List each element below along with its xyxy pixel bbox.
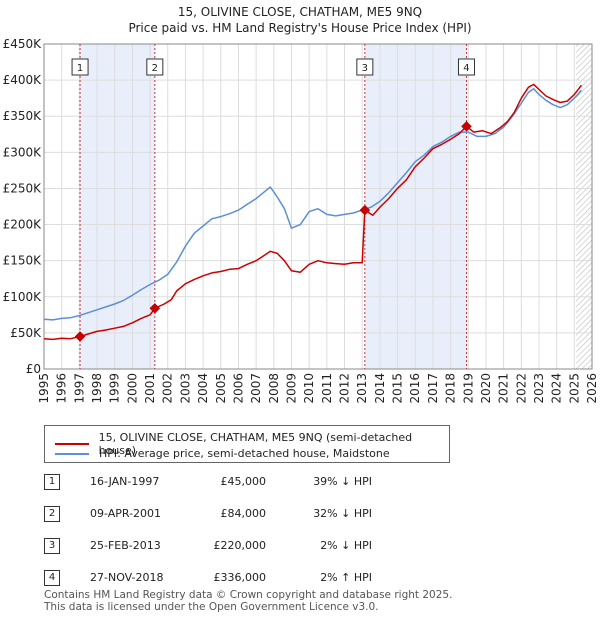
x-tick-label: 2010 xyxy=(302,373,316,404)
y-tick-label: £400K xyxy=(3,73,43,87)
transaction-price: £45,000 xyxy=(220,475,267,488)
transaction-row: 1 16-JAN-1997 £45,000 39% ↓ HPI xyxy=(44,474,464,490)
sale-label-text: 3 xyxy=(362,63,368,74)
x-tick-label: 2001 xyxy=(143,373,157,404)
x-tick-label: 2018 xyxy=(444,373,458,404)
transaction-row: 2 09-APR-2001 £84,000 32% ↓ HPI xyxy=(44,506,464,522)
x-tick-label: 2007 xyxy=(249,373,263,404)
x-tick-label: 2019 xyxy=(461,373,475,404)
x-tick-label: 1997 xyxy=(72,373,86,404)
x-tick-label: 2017 xyxy=(426,373,440,404)
x-tick-label: 2022 xyxy=(514,373,528,404)
transaction-hpi: 2% ↑ HPI xyxy=(320,571,372,584)
x-tick-label: 2000 xyxy=(125,373,139,404)
footer-line-1: Contains HM Land Registry data © Crown c… xyxy=(44,589,453,601)
x-tick-label: 2020 xyxy=(479,373,493,404)
x-tick-label: 2026 xyxy=(585,373,599,404)
transaction-number: 4 xyxy=(44,570,60,586)
x-tick-label: 2023 xyxy=(532,373,546,404)
sale-label-box xyxy=(356,58,374,76)
sale-marker xyxy=(74,331,86,342)
x-tick-label: 2025 xyxy=(567,373,581,404)
x-tick-label: 1998 xyxy=(90,373,104,404)
x-tick-label: 1996 xyxy=(55,373,69,404)
transaction-date: 25-FEB-2013 xyxy=(90,539,161,552)
y-tick-label: £0 xyxy=(26,362,41,376)
hpi-series-line xyxy=(43,88,582,321)
y-tick-label: £250K xyxy=(3,181,43,195)
x-tick-label: 2009 xyxy=(284,373,298,404)
sale-marker xyxy=(461,120,472,132)
transaction-number: 2 xyxy=(44,506,60,522)
y-tick-label: £150K xyxy=(3,254,43,268)
legend-item-property: 15, OLIVINE CLOSE, CHATHAM, ME5 9NQ (sem… xyxy=(55,431,449,457)
x-tick-label: 2008 xyxy=(267,373,281,404)
transaction-hpi: 32% ↓ HPI xyxy=(313,507,372,520)
chart-title: 15, OLIVINE CLOSE, CHATHAM, ME5 9NQ xyxy=(178,5,422,19)
sale-label-text: 4 xyxy=(463,63,469,74)
x-tick-label: 2005 xyxy=(214,373,228,404)
x-tick-label: 2016 xyxy=(408,373,422,404)
forecast-region xyxy=(576,44,592,369)
chart-legend: 15, OLIVINE CLOSE, CHATHAM, ME5 9NQ (sem… xyxy=(44,425,450,463)
legend-swatch-hpi xyxy=(55,452,89,455)
shaded-span xyxy=(80,44,155,369)
y-tick-label: £350K xyxy=(3,109,43,123)
sale-marker xyxy=(359,204,371,216)
x-tick-label: 2024 xyxy=(550,373,564,404)
sale-label-box xyxy=(146,58,164,76)
price-chart: 15, OLIVINE CLOSE, CHATHAM, ME5 9NQ Pric… xyxy=(3,5,599,404)
x-tick-label: 2012 xyxy=(338,373,352,404)
x-tick-label: 2003 xyxy=(178,373,192,404)
transaction-number: 3 xyxy=(44,538,60,554)
transaction-date: 16-JAN-1997 xyxy=(90,475,160,488)
legend-label-hpi: HPI: Average price, semi-detached house,… xyxy=(99,447,390,460)
x-tick-label: 2021 xyxy=(497,373,511,404)
sale-label-box xyxy=(71,58,89,76)
x-tick-label: 2015 xyxy=(391,373,405,404)
sale-marker xyxy=(149,302,161,314)
x-tick-label: 1999 xyxy=(108,373,122,404)
sale-label-box xyxy=(457,58,475,76)
transaction-row: 3 25-FEB-2013 £220,000 2% ↓ HPI xyxy=(44,538,464,554)
transaction-price: £220,000 xyxy=(213,539,267,552)
sale-label-text: 2 xyxy=(152,63,158,74)
x-tick-label: 2014 xyxy=(373,373,387,404)
x-tick-label: 2013 xyxy=(355,373,369,404)
x-tick-label: 2006 xyxy=(231,373,245,404)
attribution-footer: Contains HM Land Registry data © Crown c… xyxy=(44,589,452,613)
transaction-date: 27-NOV-2018 xyxy=(90,571,164,584)
transaction-row: 4 27-NOV-2018 £336,000 2% ↑ HPI xyxy=(44,570,464,586)
transaction-hpi: 39% ↓ HPI xyxy=(313,475,372,488)
transaction-price: £336,000 xyxy=(213,571,267,584)
legend-label-property: 15, OLIVINE CLOSE, CHATHAM, ME5 9NQ (sem… xyxy=(98,431,413,457)
legend-swatch-property xyxy=(55,443,89,445)
chart-subtitle: Price paid vs. HM Land Registry's House … xyxy=(128,21,471,35)
y-tick-label: £50K xyxy=(10,326,42,340)
legend-item-hpi: HPI: Average price, semi-detached house,… xyxy=(55,447,390,460)
transaction-date: 09-APR-2001 xyxy=(90,507,162,520)
x-tick-label: 2004 xyxy=(196,373,210,404)
property-series-line xyxy=(43,83,582,341)
y-tick-label: £200K xyxy=(3,218,43,232)
x-tick-label: 1995 xyxy=(37,373,51,404)
transaction-price: £84,000 xyxy=(220,507,267,520)
x-tick-label: 2002 xyxy=(161,373,175,404)
sale-label-text: 1 xyxy=(77,63,83,74)
x-tick-label: 2011 xyxy=(320,373,334,404)
transaction-number: 1 xyxy=(44,474,60,490)
y-tick-label: £300K xyxy=(3,145,43,159)
footer-line-2: This data is licensed under the Open Gov… xyxy=(44,601,379,613)
y-tick-label: £100K xyxy=(3,290,43,304)
plot-frame xyxy=(43,43,593,370)
y-tick-label: £450K xyxy=(3,37,43,51)
transaction-hpi: 2% ↓ HPI xyxy=(320,539,372,552)
